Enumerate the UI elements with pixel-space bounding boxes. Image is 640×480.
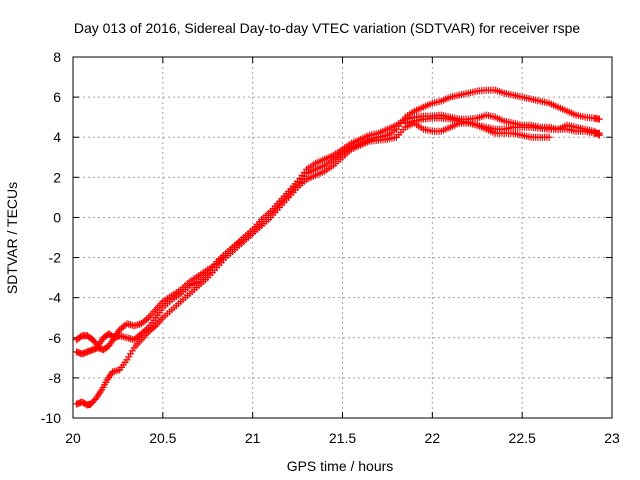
x-tick-label: 23: [604, 430, 620, 446]
grid-lines: [73, 57, 612, 418]
data-series: [73, 86, 603, 409]
y-tick-label: 0: [53, 209, 61, 225]
y-axis-label: SDTVAR / TECUs: [4, 182, 20, 294]
y-tick-label: -2: [49, 250, 62, 266]
plot-frame: [72, 56, 613, 419]
y-tick-label: -6: [49, 330, 62, 346]
series-track-4: [401, 114, 603, 139]
y-tick-label: -4: [49, 290, 62, 306]
y-tick-label: 2: [53, 169, 61, 185]
x-axis-label: GPS time / hours: [287, 458, 394, 474]
data-point: [91, 395, 99, 403]
x-tick-labels: 20 20.5 21 21.5 22 22.5 23: [65, 430, 620, 446]
data-point: [545, 133, 553, 141]
x-tick-label: 21: [245, 430, 261, 446]
data-point: [594, 130, 602, 138]
series-track-3: [73, 86, 603, 358]
y-tick-label: 8: [53, 49, 61, 65]
x-tick-label: 22: [425, 430, 441, 446]
x-tick-label: 20.5: [149, 430, 176, 446]
y-tick-label: 6: [53, 89, 61, 105]
x-tick-label: 21.5: [329, 430, 356, 446]
y-tick-label: 4: [53, 129, 61, 145]
data-point: [595, 115, 603, 123]
data-point: [595, 131, 603, 139]
x-tick-label: 20: [65, 430, 81, 446]
y-tick-label: -8: [49, 370, 62, 386]
chart-title: Day 013 of 2016, Sidereal Day-to-day VTE…: [74, 20, 580, 36]
y-tick-labels: -10 -8 -6 -4 -2 0 2 4 6 8: [41, 49, 61, 426]
x-tick-label: 22.5: [509, 430, 536, 446]
y-tick-label: -10: [41, 410, 61, 426]
series-track-2: [73, 111, 603, 350]
